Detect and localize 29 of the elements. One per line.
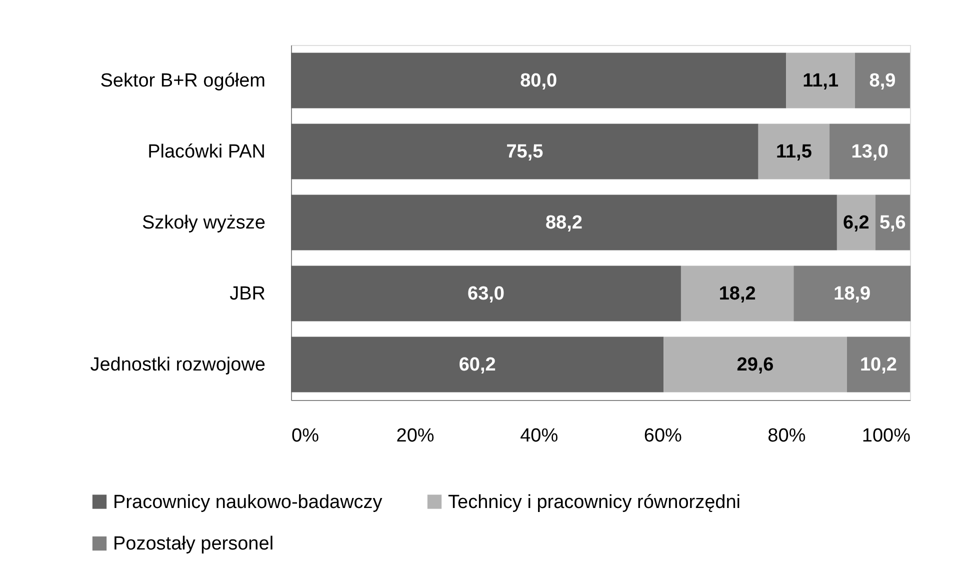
data-label: 18,2 [718, 284, 756, 304]
x-tick-label: 0% [292, 426, 320, 446]
data-label: 29,6 [736, 354, 774, 376]
y-tick-label: Placówki PAN [148, 142, 266, 162]
y-tick-label: Jednostki rozwojowe [90, 354, 266, 376]
legend-label: Pozostały personel [113, 534, 274, 554]
data-label: 11,5 [776, 142, 812, 162]
data-label: 60,2 [458, 354, 496, 376]
legend-label: Pracownicy naukowo-badawczy [113, 492, 383, 513]
data-label: 13,0 [851, 142, 888, 162]
y-tick-label: JBR [230, 284, 266, 304]
data-label: 75,5 [506, 142, 544, 162]
data-label: 8,9 [869, 70, 896, 92]
data-label: 18,9 [834, 284, 871, 304]
data-label: 6,2 [842, 212, 870, 234]
data-label: 5,6 [879, 212, 906, 234]
x-tick-label: 80% [768, 426, 806, 446]
data-label: 88,2 [545, 212, 582, 234]
x-tick-label: 20% [396, 426, 434, 446]
legend-label: Technicy i pracownicy równorzędni [448, 492, 741, 513]
y-tick-label: Sektor B+R ogółem [100, 70, 266, 92]
y-tick-label: Szkoły wyższe [142, 212, 266, 234]
x-tick-label: 100% [862, 426, 911, 446]
data-label: 63,0 [467, 284, 504, 304]
data-label: 10,2 [860, 354, 897, 376]
data-label: 80,0 [520, 70, 558, 92]
data-label: 11,1 [802, 70, 839, 92]
x-tick-label: 40% [520, 426, 558, 446]
x-tick-label: 60% [644, 426, 682, 446]
